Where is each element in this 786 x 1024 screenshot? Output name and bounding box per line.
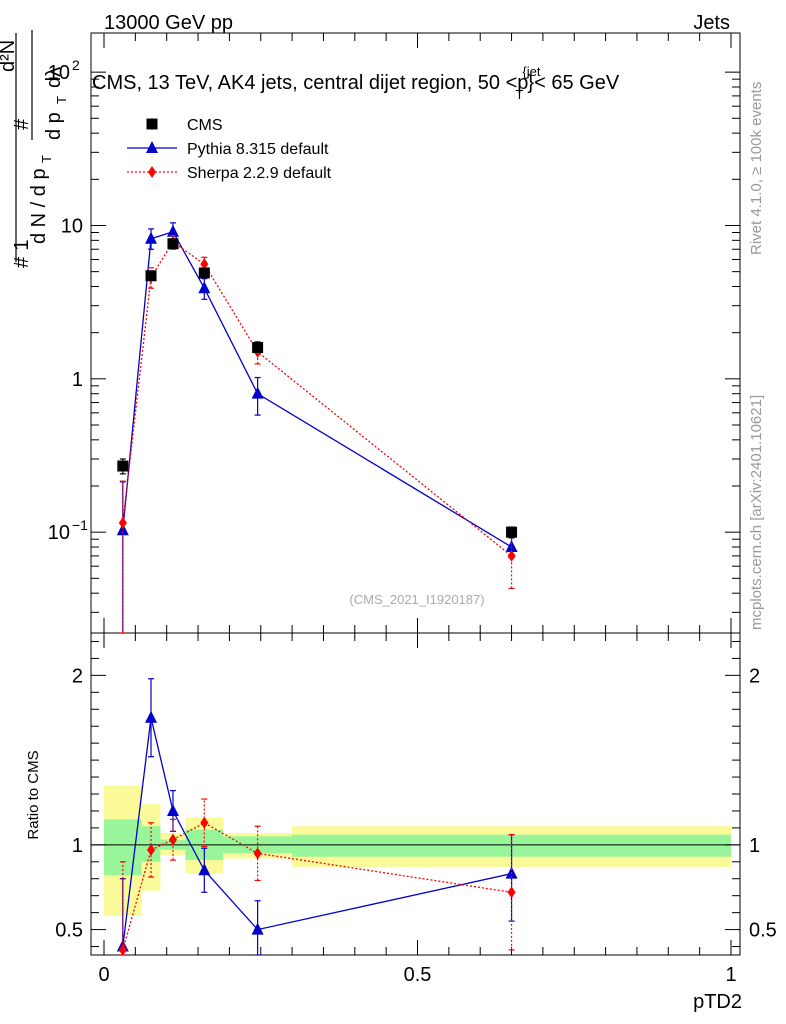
main-point: [145, 270, 157, 282]
svg-text:1: 1: [11, 239, 33, 250]
legend-label: CMS: [187, 117, 223, 134]
ratio-series-layer: [116, 678, 518, 956]
analysis-reference: (CMS_2021_I1920187): [349, 592, 484, 607]
ratio-plot-frame: [90, 632, 741, 956]
ratio-y-tick-label-right: 2: [749, 665, 760, 687]
legend-label: Pythia 8.315 default: [187, 141, 329, 158]
svg-text:#: #: [11, 118, 33, 130]
svg-text:dλ: dλ: [43, 67, 65, 88]
legend-marker: [146, 141, 158, 153]
svg-text:d N / d p: d N / d p: [28, 168, 50, 244]
main-point: [167, 238, 179, 250]
y-tick-label: 10: [48, 522, 70, 544]
ratio-series-line: [122, 822, 512, 951]
main-point: [166, 224, 179, 237]
x-axis-label: pTD2: [693, 991, 742, 1013]
main-point: [116, 523, 129, 536]
ratio-y-tick-label-right: 1: [749, 835, 760, 857]
ratio-point: [200, 816, 209, 829]
ratio-series-line: [122, 717, 512, 947]
svg-text:d p: d p: [43, 112, 65, 140]
main-point: [200, 258, 209, 271]
ratio-point: [253, 847, 262, 860]
main-series-layer: [116, 222, 518, 634]
main-y-axis-label: # 1 d N / d p T # d²N d p T dλ: [0, 30, 69, 268]
svg-text:T: T: [39, 155, 54, 163]
ratio-point: [118, 943, 127, 956]
ratio-point: [145, 710, 158, 723]
x-tick-label: 0: [98, 964, 109, 986]
main-point: [252, 342, 264, 354]
ratio-y-tick-label: 1: [72, 835, 83, 857]
main-point: [251, 386, 264, 399]
main-series-line: [122, 230, 512, 548]
main-point: [198, 281, 211, 294]
legend-marker: [148, 166, 156, 178]
y-tick-label: 1: [72, 369, 83, 391]
ratio-y-axis-label: Ratio to CMS: [25, 750, 42, 839]
y-tick-label: 10: [48, 62, 70, 84]
ratio-y-tick-label: 0.5: [55, 920, 83, 942]
main-point: [145, 231, 158, 244]
ratio-point: [198, 863, 211, 876]
ratio-point: [168, 833, 177, 846]
x-tick-label: 0.5: [404, 964, 432, 986]
ratio-series-1: [118, 798, 516, 956]
main-point: [507, 549, 516, 562]
rivet-version-label: Rivet 4.1.0, ≥ 100k events: [748, 82, 765, 255]
main-point: [117, 460, 129, 472]
svg-text:#: #: [11, 256, 33, 268]
ratio-y-tick-label: 2: [72, 665, 83, 687]
main-series-1: [116, 222, 518, 634]
y-tick-label: 10: [61, 215, 83, 237]
svg-text:d²N: d²N: [0, 40, 19, 72]
beam-label: 13000 GeV pp: [104, 12, 233, 34]
category-label: Jets: [693, 12, 730, 34]
main-point: [198, 267, 210, 279]
main-series-2: [118, 234, 516, 634]
main-series-0: [117, 238, 518, 539]
plot-title: CMS, 13 TeV, AK4 jets, central dijet reg…: [92, 64, 620, 102]
main-series-line: [122, 241, 512, 557]
y-tick-exponent: 2: [72, 57, 80, 73]
ratio-uncertainty-bands: [91, 785, 740, 917]
legend-marker: [146, 118, 158, 130]
source-label: mcplots.cern.ch [arXiv:2401.10621]: [748, 395, 765, 630]
main-point: [506, 526, 518, 538]
ratio-point: [507, 886, 516, 899]
x-tick-label: 1: [725, 964, 736, 986]
legend-label: Sherpa 2.2.9 default: [187, 165, 332, 182]
y-tick-exponent: −1: [72, 517, 88, 533]
ratio-point: [147, 843, 156, 856]
ratio-series-0: [116, 678, 518, 956]
ratio-y-tick-label-right: 0.5: [749, 920, 777, 942]
main-point: [118, 516, 127, 529]
svg-text:T: T: [54, 96, 69, 104]
legend: CMS Pythia 8.315 default Sherpa 2.2.9 defa…: [127, 117, 332, 182]
main-point: [505, 540, 518, 553]
ratio-point: [166, 803, 179, 816]
ratio-point: [251, 922, 264, 935]
